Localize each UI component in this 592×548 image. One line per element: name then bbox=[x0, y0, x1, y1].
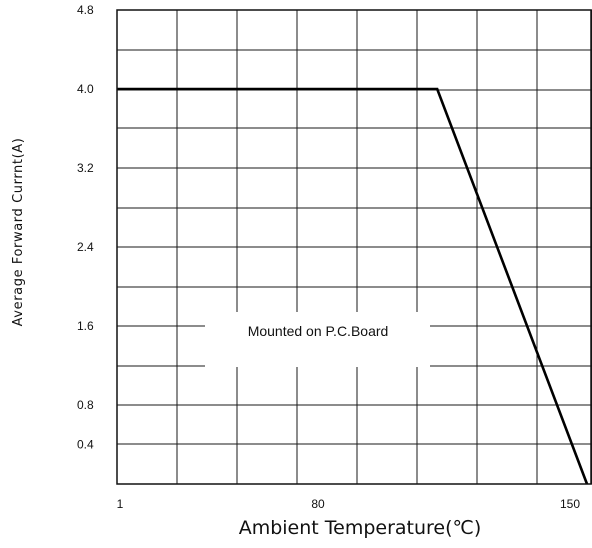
grid-lines bbox=[116, 9, 592, 485]
y-tick-labels: 4.8 4.0 3.2 2.4 1.6 0.8 0.4 bbox=[77, 3, 94, 452]
x-tick-labels: 1 80 150 bbox=[117, 497, 581, 511]
annotation-background bbox=[205, 312, 430, 367]
series-layer bbox=[117, 87, 589, 485]
x-tick-label: 80 bbox=[311, 497, 325, 511]
y-tick-label: 3.2 bbox=[77, 161, 94, 175]
y-tick-label: 4.0 bbox=[77, 82, 94, 96]
plot-frame bbox=[116, 9, 592, 485]
x-tick-label: 1 bbox=[117, 497, 124, 511]
annotation-text: Mounted on P.C.Board bbox=[248, 323, 389, 339]
y-tick-label: 0.4 bbox=[77, 438, 94, 452]
y-tick-label: 0.8 bbox=[77, 398, 94, 412]
x-axis-label: Ambient Temperature(℃) bbox=[239, 517, 482, 539]
y-tick-label: 4.8 bbox=[77, 3, 94, 17]
y-tick-label: 2.4 bbox=[77, 240, 94, 254]
y-axis-label: Average Forward Currnt(A) bbox=[11, 138, 26, 327]
plot-border bbox=[116, 9, 592, 485]
x-tick-label: 150 bbox=[560, 497, 580, 511]
series-line bbox=[117, 87, 589, 485]
y-tick-label: 1.6 bbox=[77, 319, 94, 333]
